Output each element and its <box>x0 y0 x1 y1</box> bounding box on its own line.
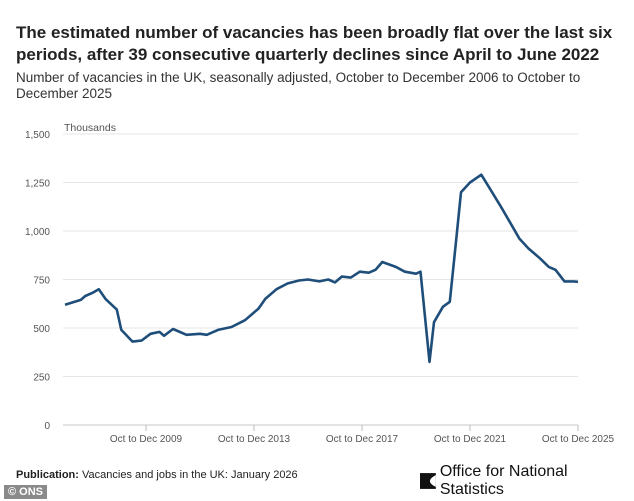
ons-logo: Office for National Statistics <box>420 463 634 499</box>
x-tick-label: Oct to Dec 2025 <box>542 434 615 445</box>
y-tick-label: 750 <box>33 276 50 287</box>
y-tick-label: 250 <box>33 373 50 384</box>
y-tick-label: 1,250 <box>25 179 50 190</box>
y-tick-label: 1,000 <box>25 227 50 238</box>
publication-text: Vacancies and jobs in the UK: January 20… <box>82 469 298 481</box>
chart-title: The estimated number of vacancies has be… <box>16 23 613 64</box>
chart-subtitle: Number of vacancies in the UK, seasonall… <box>16 70 581 101</box>
publication-note: Publication: Vacancies and jobs in the U… <box>16 469 298 481</box>
ons-logo-text: Office for National Statistics <box>439 463 568 498</box>
publication-label: Publication: <box>16 469 79 481</box>
x-tick-label: Oct to Dec 2009 <box>110 434 183 445</box>
ons-logo-icon <box>420 473 436 489</box>
line-chart: 0 250 500 750 1,000 1,250 1,500 Oct to Dec 200… <box>25 122 615 445</box>
copyright-badge: © ONS <box>4 485 47 499</box>
y-axis-unit-label: Thousands <box>64 122 116 134</box>
x-tick-label: Oct to Dec 2013 <box>218 434 291 445</box>
vacancies-line <box>64 173 579 364</box>
x-tick-label: Oct to Dec 2017 <box>326 434 399 445</box>
y-tick-label: 0 <box>44 421 50 432</box>
x-tick-label: Oct to Dec 2021 <box>434 434 507 445</box>
y-tick-label: 1,500 <box>25 130 50 141</box>
y-tick-label: 500 <box>33 324 50 335</box>
